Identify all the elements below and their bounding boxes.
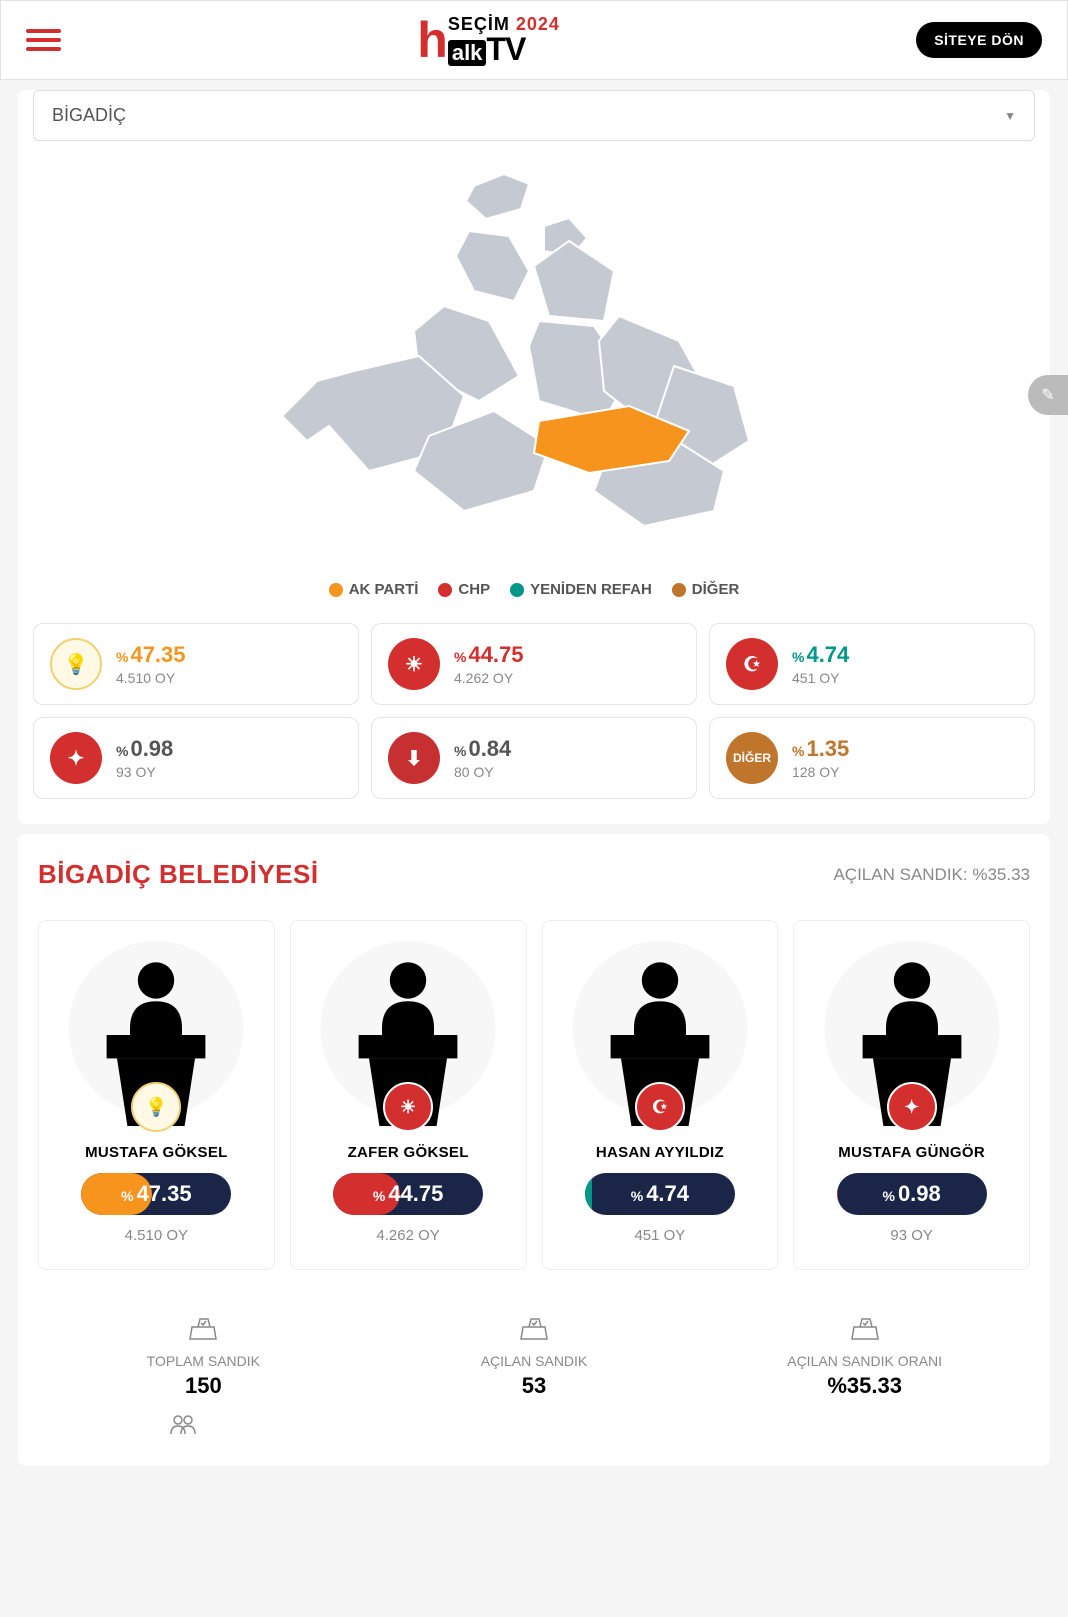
chevron-down-icon: ▼ <box>1004 109 1016 123</box>
candidate-party-badge-icon: 💡 <box>131 1082 181 1132</box>
stat-item: AÇILAN SANDIK 53 <box>369 1315 700 1399</box>
party-percentage: %47.35 <box>116 642 186 668</box>
party-logo-icon: ☀ <box>388 638 440 690</box>
district-map[interactable] <box>33 161 1035 571</box>
people-icon <box>168 1423 198 1440</box>
candidate-figure: ✦ <box>804 941 1019 1126</box>
hamburger-menu-icon[interactable] <box>26 24 61 56</box>
legend-label: YENİDEN REFAH <box>530 581 652 598</box>
candidate-percentage-pill: %44.75 <box>333 1173 483 1215</box>
party-card[interactable]: 💡 %47.35 4.510 OY <box>33 623 359 705</box>
candidate-votes: 93 OY <box>804 1227 1019 1244</box>
legend-item: CHP <box>438 581 490 598</box>
pencil-icon: ✎ <box>1041 385 1054 405</box>
party-votes: 93 OY <box>116 764 173 780</box>
opened-ballot-label: AÇILAN SANDIK: %35.33 <box>833 865 1030 885</box>
district-results-card: BİGADİÇ ▼ AK PARTİ CHP YENİDEN REFAH DİĞER <box>18 90 1050 824</box>
candidate-votes: 451 OY <box>553 1227 768 1244</box>
party-card[interactable]: ⬇ %0.84 80 OY <box>371 717 697 799</box>
stat-item-people <box>38 1399 1030 1441</box>
party-card[interactable]: ✦ %0.98 93 OY <box>33 717 359 799</box>
party-results-grid: 💡 %47.35 4.510 OY ☀ %44.75 4.262 OY ☪ %4… <box>33 623 1035 799</box>
candidate-percentage-pill: %4.74 <box>585 1173 735 1215</box>
district-selector[interactable]: BİGADİÇ ▼ <box>33 90 1035 141</box>
stat-item: AÇILAN SANDIK ORANI %35.33 <box>699 1315 1030 1399</box>
party-logo-icon: ✦ <box>50 732 102 784</box>
legend-label: AK PARTİ <box>349 581 419 598</box>
candidate-figure: ☀ <box>301 941 516 1126</box>
party-percentage: %0.98 <box>116 736 173 762</box>
header: h SEÇİM 2024 alkTV SİTEYE DÖN <box>0 0 1068 80</box>
candidate-card[interactable]: ☀ ZAFER GÖKSEL %44.75 4.262 OY <box>290 920 527 1270</box>
legend-label: CHP <box>458 581 490 598</box>
stat-value: %35.33 <box>699 1373 1030 1399</box>
party-logo-icon: ☪ <box>726 638 778 690</box>
site-logo[interactable]: h SEÇİM 2024 alkTV <box>417 15 560 66</box>
stat-value: 150 <box>38 1373 369 1399</box>
party-percentage: %44.75 <box>454 642 524 668</box>
ballot-box-icon <box>369 1315 700 1347</box>
legend-dot <box>329 583 343 597</box>
legend-label: DİĞER <box>692 581 740 598</box>
candidate-percentage-pill: %47.35 <box>81 1173 231 1215</box>
party-votes: 4.510 OY <box>116 670 186 686</box>
party-logo-icon: 💡 <box>50 638 102 690</box>
candidate-name: MUSTAFA GÖKSEL <box>49 1144 264 1161</box>
back-to-site-button[interactable]: SİTEYE DÖN <box>916 22 1042 58</box>
legend-dot <box>438 583 452 597</box>
party-card[interactable]: ☪ %4.74 451 OY <box>709 623 1035 705</box>
candidate-party-badge-icon: ✦ <box>887 1082 937 1132</box>
candidate-card[interactable]: ✦ MUSTAFA GÜNGÖR %0.98 93 OY <box>793 920 1030 1270</box>
party-card[interactable]: DİĞER %1.35 128 OY <box>709 717 1035 799</box>
candidate-percentage-pill: %0.98 <box>837 1173 987 1215</box>
party-votes: 4.262 OY <box>454 670 524 686</box>
stat-label: TOPLAM SANDIK <box>38 1353 369 1369</box>
party-card[interactable]: ☀ %44.75 4.262 OY <box>371 623 697 705</box>
party-percentage: %1.35 <box>792 736 849 762</box>
candidate-name: ZAFER GÖKSEL <box>301 1144 516 1161</box>
legend-dot <box>672 583 686 597</box>
candidate-card[interactable]: ☪ HASAN AYYILDIZ %4.74 451 OY <box>542 920 779 1270</box>
stat-value: 53 <box>369 1373 700 1399</box>
candidate-figure: ☪ <box>553 941 768 1126</box>
legend-item: DİĞER <box>672 581 740 598</box>
candidate-name: HASAN AYYILDIZ <box>553 1144 768 1161</box>
stat-label: AÇILAN SANDIK ORANI <box>699 1353 1030 1369</box>
party-votes: 451 OY <box>792 670 849 686</box>
municipality-title: BİGADİÇ BELEDİYESİ <box>38 859 319 890</box>
party-votes: 128 OY <box>792 764 849 780</box>
party-logo-icon: DİĞER <box>726 732 778 784</box>
candidate-votes: 4.262 OY <box>301 1227 516 1244</box>
party-votes: 80 OY <box>454 764 511 780</box>
party-percentage: %0.84 <box>454 736 511 762</box>
legend-item: YENİDEN REFAH <box>510 581 652 598</box>
legend-item: AK PARTİ <box>329 581 419 598</box>
ballot-box-icon <box>38 1315 369 1347</box>
legend-dot <box>510 583 524 597</box>
candidate-figure: 💡 <box>49 941 264 1126</box>
ballot-stats-row: TOPLAM SANDIK 150 AÇILAN SANDIK 53 AÇILA… <box>38 1305 1030 1441</box>
stat-item: TOPLAM SANDIK 150 <box>38 1315 369 1399</box>
edit-fab-button[interactable]: ✎ <box>1028 375 1068 415</box>
stat-label: AÇILAN SANDIK <box>369 1353 700 1369</box>
map-legend: AK PARTİ CHP YENİDEN REFAH DİĞER <box>33 571 1035 623</box>
candidates-row: 💡 MUSTAFA GÖKSEL %47.35 4.510 OY ☀ ZAFER… <box>38 920 1030 1270</box>
candidate-party-badge-icon: ☪ <box>635 1082 685 1132</box>
party-logo-icon: ⬇ <box>388 732 440 784</box>
candidate-card[interactable]: 💡 MUSTAFA GÖKSEL %47.35 4.510 OY <box>38 920 275 1270</box>
municipality-results-card: BİGADİÇ BELEDİYESİ AÇILAN SANDIK: %35.33… <box>18 834 1050 1466</box>
candidate-name: MUSTAFA GÜNGÖR <box>804 1144 1019 1161</box>
party-percentage: %4.74 <box>792 642 849 668</box>
candidate-party-badge-icon: ☀ <box>383 1082 433 1132</box>
district-selector-value: BİGADİÇ <box>52 105 126 126</box>
candidate-votes: 4.510 OY <box>49 1227 264 1244</box>
ballot-box-icon <box>699 1315 1030 1347</box>
